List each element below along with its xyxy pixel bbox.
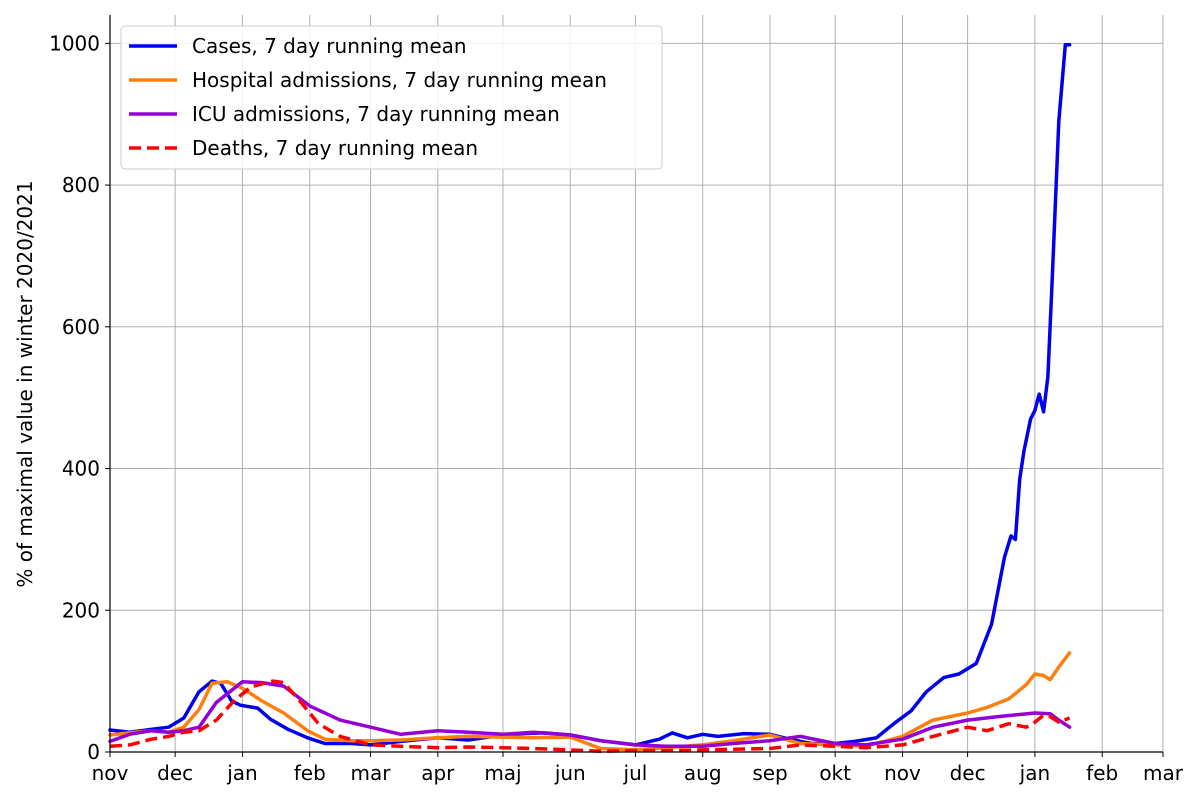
axes: nov dec jan feb mar apr maj jun jul aug sep okt nov d…: [49, 15, 1184, 785]
legend-label: Cases, 7 day running mean: [192, 34, 467, 58]
y-tick-label: 600: [62, 315, 100, 339]
x-tick-label: mar: [1143, 761, 1184, 785]
x-tick-label: jul: [623, 761, 648, 785]
y-tick-label: 1000: [49, 31, 100, 55]
series-line-3: [108, 680, 1072, 749]
x-tick-label: nov: [92, 761, 129, 785]
x-tick-label: jan: [226, 761, 258, 785]
x-tick-label: feb: [1086, 761, 1118, 785]
legend-label: ICU admissions, 7 day running mean: [192, 102, 560, 126]
x-tick-label: dec: [157, 761, 193, 785]
series-line-4: [109, 679, 1071, 754]
x-tick-label: okt: [819, 761, 851, 785]
legend-box: [120, 25, 663, 170]
y-tick-label: 800: [62, 173, 100, 197]
x-tick-label: maj: [484, 761, 521, 785]
legend-label: Hospital admissions, 7 day running mean: [192, 68, 607, 92]
x-tick-label: nov: [884, 761, 921, 785]
legend: Cases, 7 day running mean Hospital admiss…: [120, 25, 663, 170]
x-tick-label: dec: [950, 761, 986, 785]
x-tick-label: mar: [351, 761, 392, 785]
y-tick-label: 200: [62, 598, 100, 622]
y-axis-label: % of maximal value in winter 2020/2021: [13, 180, 37, 587]
series-lines: [108, 43, 1072, 754]
legend-label: Deaths, 7 day running mean: [192, 136, 478, 160]
series-line-1: [108, 43, 1072, 747]
y-tick-label: 0: [87, 740, 100, 764]
x-tick-label: feb: [294, 761, 326, 785]
series-line-2: [108, 651, 1072, 752]
x-tick-label: jan: [1019, 761, 1051, 785]
x-tick-label: sep: [752, 761, 787, 785]
y-tick-label: 400: [62, 457, 100, 481]
x-tick-label: apr: [421, 761, 455, 785]
x-tick-label: aug: [684, 761, 722, 785]
x-tick-label: jun: [554, 761, 586, 785]
